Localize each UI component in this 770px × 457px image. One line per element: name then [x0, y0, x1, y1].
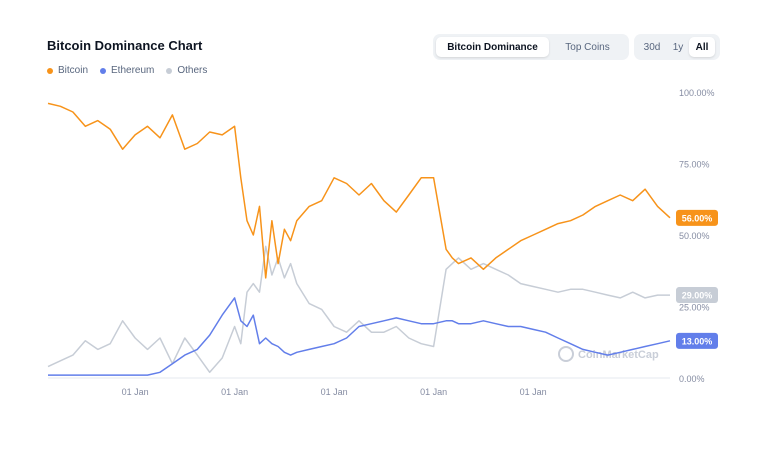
y-tick-label: 100.00%: [679, 88, 715, 98]
y-tick-label: 25.00%: [679, 303, 710, 313]
y-tick-label: 50.00%: [679, 231, 710, 241]
x-tick-label: 01 Jan: [420, 387, 447, 397]
series-line-others: [47, 245, 670, 374]
end-label-badge: [676, 287, 718, 304]
range-1y-button[interactable]: 1y: [672, 41, 684, 53]
legend-label-others: Others: [177, 65, 208, 76]
legend-label-ethereum: Ethereum: [111, 65, 155, 76]
x-tick-label: 01 Jan: [122, 387, 149, 397]
y-tick-label: 75.00%: [679, 160, 710, 170]
watermark-text: CoinMarketCap: [578, 349, 659, 361]
end-label-text: 29.00%: [682, 291, 713, 301]
legend-item-bitcoin[interactable]: Bitcoin: [47, 65, 88, 76]
tab-bitcoin-dominance[interactable]: Bitcoin Dominance: [436, 37, 549, 57]
chart-title: Bitcoin Dominance Chart: [47, 38, 203, 53]
y-tick-label: 0.00%: [679, 374, 705, 384]
range-all-button[interactable]: All: [689, 37, 715, 57]
legend-item-others[interactable]: Others: [166, 65, 207, 76]
legend-dot-others: [166, 67, 173, 74]
tab-top-coins[interactable]: Top Coins: [565, 41, 610, 53]
end-label-others: 29.00%: [676, 287, 718, 304]
time-range-toggle: 30d 1y All: [634, 34, 720, 60]
chart-type-toggle: Bitcoin Dominance Top Coins: [433, 34, 629, 60]
end-label-badge: [676, 332, 718, 349]
legend-dot-ethereum: [100, 67, 107, 74]
chart-legend: Bitcoin Ethereum Others: [47, 65, 207, 76]
series-line-ethereum: [48, 297, 671, 376]
series-line-bitcoin: [47, 102, 671, 279]
x-tick-label: 01 Jan: [520, 387, 547, 397]
end-label-text: 56.00%: [682, 213, 713, 223]
coinmarketcap-logo-icon: [558, 346, 574, 362]
end-label-badge: [676, 209, 718, 226]
legend-dot-bitcoin: [47, 67, 53, 74]
end-label-bitcoin: 56.00%: [676, 209, 718, 226]
x-tick-label: 01 Jan: [321, 387, 348, 397]
x-tick-label: 01 Jan: [221, 387, 248, 397]
legend-label-bitcoin: Bitcoin: [58, 65, 89, 76]
end-label-ethereum: 13.00%: [676, 332, 718, 349]
range-30d-button[interactable]: 30d: [643, 41, 661, 53]
legend-item-ethereum[interactable]: Ethereum: [100, 65, 154, 76]
end-label-text: 13.00%: [682, 336, 713, 346]
coinmarketcap-watermark: CoinMarketCap: [558, 346, 659, 362]
